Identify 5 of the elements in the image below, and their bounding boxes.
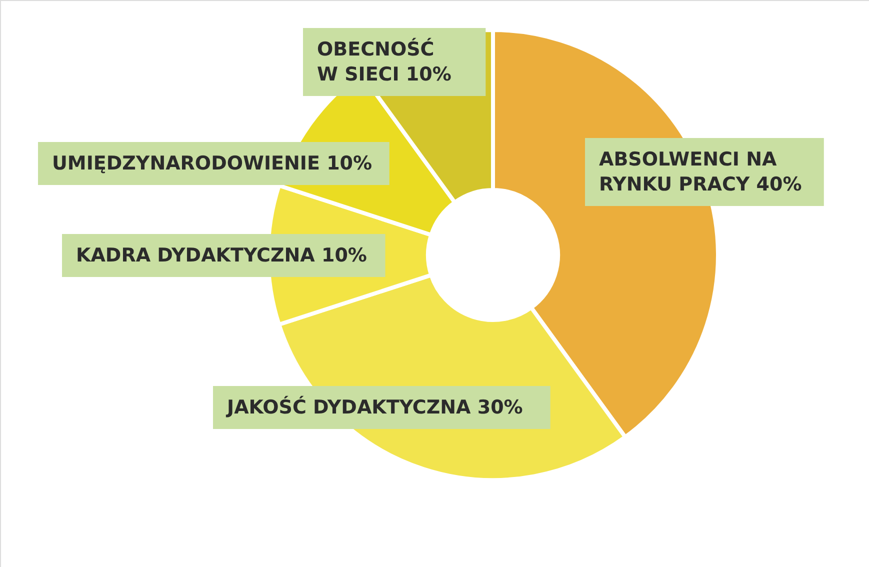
slice-label: OBECNOŚĆ W SIECI 10%: [317, 38, 452, 86]
slice-label: KADRA DYDAKTYCZNA 10%: [76, 244, 367, 266]
slice-label: UMIĘDZYNARODOWIENIE 10%: [52, 152, 372, 174]
slice-label: ABSOLWENCI NA RYNKU PRACY 40%: [599, 148, 802, 196]
slice-label: JAKOŚĆ DYDAKTYCZNA 30%: [225, 396, 523, 418]
